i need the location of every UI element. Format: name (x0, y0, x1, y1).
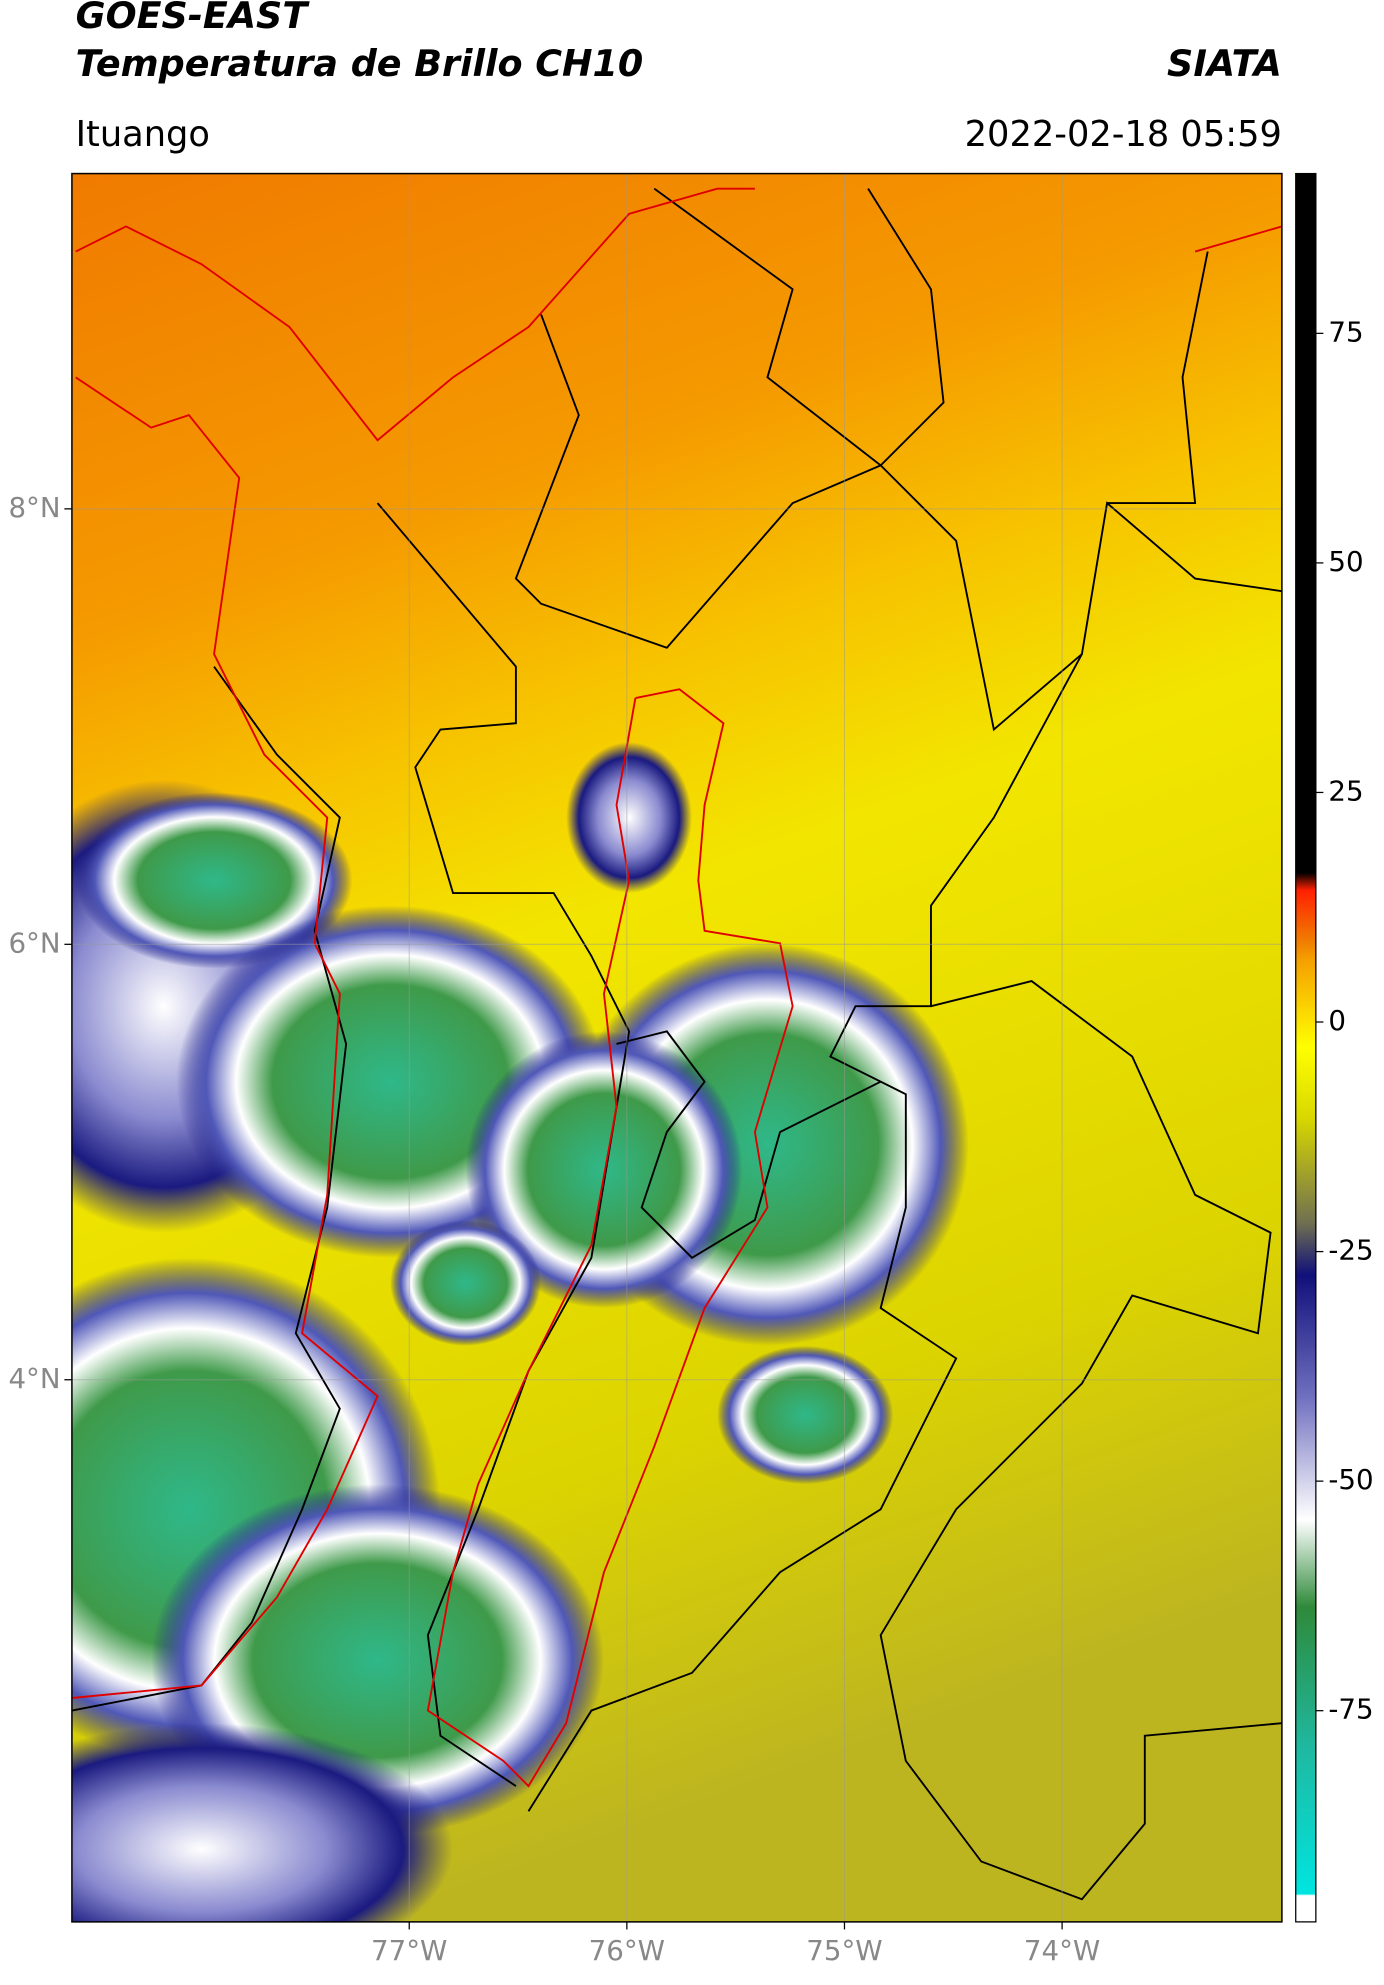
subtitle: Temperatura de Brillo CH10 (76, 42, 644, 85)
timestamp: 2022-02-18 05:59 (965, 114, 1282, 155)
colorbar-tick-label: -75 (1328, 1693, 1373, 1726)
lon-tick-label: 75°W (806, 1934, 882, 1967)
colorbar (1295, 172, 1317, 1923)
colorbar-tick-label: 0 (1328, 1004, 1346, 1037)
map-frame (71, 172, 1283, 1923)
source: SIATA (1167, 42, 1282, 85)
lon-tick-label: 76°W (589, 1934, 665, 1967)
lat-tick-label: 6°N (8, 926, 60, 959)
lat-tick-label: 4°N (8, 1362, 60, 1395)
cloud (390, 1220, 542, 1346)
location: Ituango (76, 114, 210, 155)
red-boundaries (71, 187, 1282, 1788)
boundaries (71, 187, 1282, 1901)
lat-tick-label: 8°N (8, 491, 60, 524)
lon-tick-label: 74°W (1024, 1934, 1100, 1967)
colorbar-tick-label: -50 (1328, 1463, 1373, 1496)
map-image (71, 173, 1282, 1922)
cloud (71, 1723, 453, 1922)
colorbar-tick-label: 75 (1328, 315, 1363, 348)
lon-tick-label: 77°W (371, 1934, 447, 1967)
colorbar-tick-label: -25 (1328, 1234, 1373, 1267)
cloud (717, 1345, 894, 1485)
cloud (566, 742, 692, 894)
cloud (75, 792, 353, 969)
colorbar-tick-label: 25 (1328, 774, 1363, 807)
title: GOES-EAST (76, 0, 311, 37)
colorbar-tick-label: 50 (1328, 545, 1363, 578)
grid (71, 173, 1282, 1922)
